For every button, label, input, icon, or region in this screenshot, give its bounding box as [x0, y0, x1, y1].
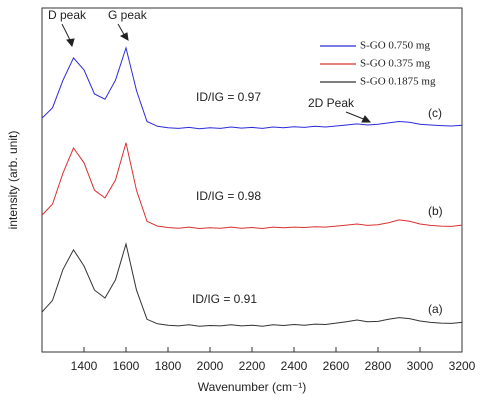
annotation: D peak: [48, 8, 87, 22]
x-tick-label: 2000: [197, 359, 224, 373]
x-tick-label: 3000: [407, 359, 434, 373]
annotation: (a): [428, 302, 443, 316]
annotation: ID/IG = 0.91: [192, 292, 257, 306]
arrows: [61, 23, 372, 123]
annotation: ID/IG = 0.97: [196, 90, 261, 104]
legend-label: S-GO 0.1875 mg: [360, 76, 436, 88]
x-axis-label: Wavenumber (cm⁻¹): [198, 380, 307, 394]
x-tick-label: 1600: [113, 359, 140, 373]
x-tick-label: 3200: [449, 359, 476, 373]
annotation: (c): [428, 106, 442, 120]
x-tick-label: 2600: [323, 359, 350, 373]
annotation: G peak: [108, 8, 148, 22]
legend-label: S-GO 0.750 mg: [360, 40, 430, 52]
series-line: [41, 242, 463, 327]
x-tick-label: 1400: [71, 359, 98, 373]
x-tick-label: 2400: [281, 359, 308, 373]
annotation: 2D Peak: [308, 96, 355, 110]
y-axis-label: intensity (arb. unit): [6, 131, 20, 230]
legend: S-GO 0.750 mg S-GO 0.375 mg S-GO 0.1875 mg: [320, 40, 436, 88]
x-tick-label: 2800: [365, 359, 392, 373]
legend-label: S-GO 0.375 mg: [360, 58, 430, 70]
x-tick-label: 2200: [239, 359, 266, 373]
series-line: [41, 142, 463, 230]
annotation: (b): [428, 204, 443, 218]
x-tick-label: 1800: [155, 359, 182, 373]
annotation: ID/IG = 0.98: [196, 189, 261, 203]
series-line: [41, 46, 463, 130]
